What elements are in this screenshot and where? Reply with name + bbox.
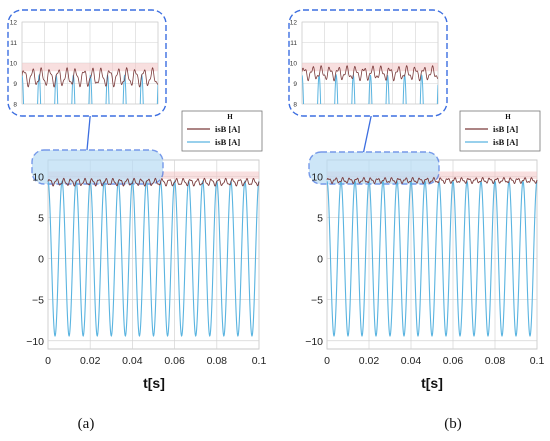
- legend-header: H: [227, 113, 233, 121]
- y-tick-label: 0: [317, 254, 323, 266]
- series-reference-line: [326, 180, 538, 337]
- panel-caption: (a): [78, 416, 95, 432]
- series-measured-line: [47, 177, 260, 187]
- y-tick-label: −5: [311, 295, 323, 307]
- panel-b: 0 0.02 0.04 0.06 0.08 0.1 10 5 0 −5 −10 t[s] (b) HisB…: [288, 9, 545, 432]
- y-tick-label: 5: [38, 213, 44, 225]
- plot-area: [326, 159, 538, 350]
- x-tick-label: 0.04: [401, 355, 422, 367]
- zoom-connector: [86, 115, 91, 151]
- series-measured-line: [326, 176, 538, 185]
- inset-y-tick-label: 8: [293, 102, 297, 109]
- inset-y-tick-label: 11: [10, 40, 17, 47]
- x-tick-label: 0.1: [252, 355, 267, 367]
- inset-y-tick-label: 10: [10, 61, 18, 68]
- inset-series-measured-line: [302, 65, 438, 82]
- inset-y-tick-label: 9: [13, 81, 17, 88]
- x-tick-label: 0.02: [359, 355, 380, 367]
- x-tick-label: 0.1: [530, 355, 545, 367]
- inset-y-tick-label: 12: [10, 20, 18, 27]
- inset-y-tick-label: 9: [293, 81, 297, 88]
- zoom-connector: [362, 115, 372, 153]
- y-tick-label: 10: [32, 171, 44, 183]
- y-tick-label: −10: [26, 336, 44, 348]
- x-tick-label: 0.04: [122, 355, 143, 367]
- y-tick-label: 10: [311, 171, 323, 183]
- legend-box: [181, 110, 263, 152]
- y-tick-label: −10: [305, 336, 323, 348]
- inset-series-measured-line: [22, 67, 158, 88]
- x-tick-label: 0.06: [164, 355, 185, 367]
- x-tick-label: 0: [324, 355, 330, 367]
- series-reference-line: [47, 180, 260, 337]
- inset-band: [302, 63, 438, 72]
- plot-area: [47, 159, 260, 350]
- zoom-region: [308, 151, 440, 185]
- x-tick-label: 0.08: [207, 355, 228, 367]
- legend-entry: isB [A]: [215, 124, 240, 134]
- inset-series-reference-line: [302, 73, 438, 104]
- legend-entry: isB [A]: [493, 124, 518, 134]
- y-tick-label: 0: [38, 254, 44, 266]
- inset-y-tick-label: 8: [13, 102, 17, 109]
- y-tick-label: −5: [32, 295, 44, 307]
- legend-entry: isB [A]: [493, 137, 518, 147]
- inset-y-tick-label: 12: [290, 20, 298, 27]
- panel-a: 0 0.02 0.04 0.06 0.08 0.1 10 5 0 −5 −10 t[s] (a) HisB…: [7, 9, 267, 432]
- x-tick-label: 0.02: [80, 355, 101, 367]
- legend-entry: isB [A]: [215, 137, 240, 147]
- zoom-region: [31, 149, 164, 185]
- inset-band: [22, 63, 158, 72]
- panel-caption: (b): [444, 416, 462, 432]
- x-tick-label: 0.08: [485, 355, 506, 367]
- legend-box: [459, 110, 541, 152]
- zoom-inset: 12 11 10 9 8: [7, 9, 167, 117]
- x-tick-label: 0: [45, 355, 51, 367]
- legend-header: H: [505, 113, 511, 121]
- inset-y-tick-label: 10: [290, 61, 298, 68]
- x-tick-label: 0.06: [443, 355, 464, 367]
- x-axis-label: t[s]: [143, 375, 165, 391]
- inset-y-tick-label: 11: [290, 40, 297, 47]
- zoom-inset: 12 11 10 9 8: [288, 9, 448, 117]
- y-tick-label: 5: [317, 213, 323, 225]
- x-axis-label: t[s]: [421, 375, 443, 391]
